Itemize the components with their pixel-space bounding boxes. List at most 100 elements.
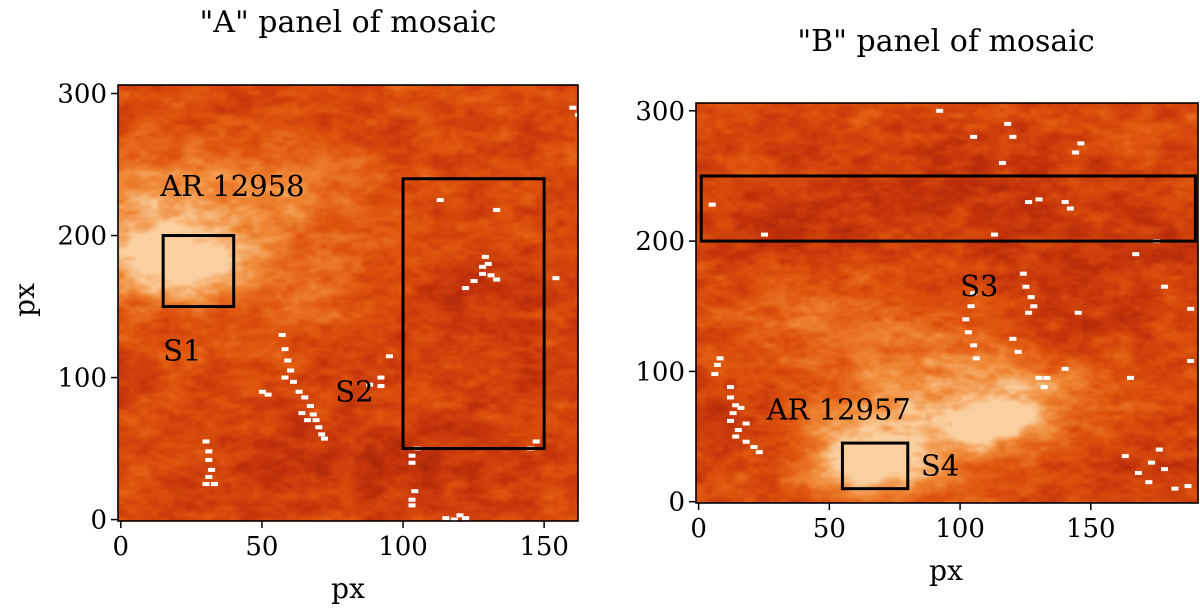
y-tick-label: 100 xyxy=(635,357,685,387)
saturated-pixel xyxy=(1027,295,1035,300)
saturated-pixel xyxy=(284,358,292,363)
saturated-pixel xyxy=(972,356,980,361)
region-box-s4 xyxy=(840,441,910,491)
saturated-pixel xyxy=(202,439,210,444)
saturated-pixel xyxy=(1004,121,1012,126)
plot-frame xyxy=(695,102,1199,504)
saturated-pixel xyxy=(408,453,416,458)
saturated-pixel xyxy=(1184,484,1192,489)
saturated-pixel xyxy=(1147,460,1155,465)
saturated-pixel xyxy=(737,405,745,410)
saturated-pixel xyxy=(1014,349,1022,354)
x-tick-label: 0 xyxy=(113,532,130,562)
saturated-pixel xyxy=(1040,385,1048,390)
panel-b-plot-area: S3 S4 AR 12957 0 50 100 150 0 100 200 300 xyxy=(635,97,1199,544)
saturated-pixel xyxy=(1022,284,1030,289)
saturated-pixel xyxy=(264,392,272,397)
saturated-pixel xyxy=(964,330,972,335)
saturated-pixel xyxy=(732,403,740,408)
saturated-pixel xyxy=(1035,197,1043,202)
saturated-pixel xyxy=(202,482,210,487)
x-tick-label: 50 xyxy=(245,532,278,562)
saturated-pixel xyxy=(936,108,944,113)
region-label-s4: S4 xyxy=(921,449,959,483)
saturated-pixel xyxy=(481,254,489,259)
saturated-pixel xyxy=(967,304,975,309)
saturated-pixel xyxy=(436,198,444,203)
saturated-pixel xyxy=(998,160,1006,165)
region-box-s1 xyxy=(161,234,236,309)
saturated-pixel xyxy=(312,418,320,423)
saturated-pixel xyxy=(295,389,303,394)
active-region-label: AR 12958 xyxy=(159,169,304,203)
saturated-pixel xyxy=(1009,336,1017,341)
saturated-pixel xyxy=(1043,375,1051,380)
region-box-s2 xyxy=(401,177,546,451)
panel-a-y-axis-label: px xyxy=(8,283,41,317)
saturated-pixel xyxy=(962,317,970,322)
y-tick-label: 100 xyxy=(57,364,107,394)
y-tick-label: 200 xyxy=(635,227,685,257)
saturated-pixel xyxy=(462,286,470,291)
saturated-pixel xyxy=(1019,271,1027,276)
panel-a-x-axis-label: px xyxy=(331,572,365,605)
saturated-pixel xyxy=(1161,284,1169,289)
panel-a-plot-area: S1 S2 AR 12958 0 50 100 150 0 100 200 300 xyxy=(57,80,579,562)
saturated-pixel xyxy=(493,207,501,212)
saturated-pixel xyxy=(408,460,416,465)
saturated-pixel xyxy=(462,516,470,521)
y-tick-label: 0 xyxy=(668,488,685,518)
saturated-pixel xyxy=(991,232,999,237)
saturated-pixel xyxy=(366,382,374,387)
saturated-pixel xyxy=(205,449,213,454)
saturated-pixel xyxy=(1061,200,1069,205)
saturated-pixel xyxy=(309,412,317,417)
saturated-pixel xyxy=(408,503,416,508)
saturated-pixel xyxy=(729,411,737,416)
saturated-pixel xyxy=(1134,471,1142,476)
saturated-pixel xyxy=(470,278,478,283)
saturated-pixel xyxy=(1072,150,1080,155)
saturated-pixel xyxy=(726,395,734,400)
saturated-pixel xyxy=(321,436,329,441)
saturated-pixel xyxy=(734,428,742,433)
plot-frame xyxy=(117,84,579,522)
saturated-pixel xyxy=(742,439,750,444)
saturated-pixel xyxy=(258,389,266,394)
saturated-pixel xyxy=(1187,358,1195,363)
saturated-pixel xyxy=(493,277,501,282)
saturated-pixel xyxy=(552,276,560,281)
y-tick-label: 300 xyxy=(57,80,107,110)
saturated-pixel xyxy=(732,434,740,439)
saturated-pixel xyxy=(298,411,306,416)
saturated-pixel xyxy=(304,418,312,423)
saturated-pixel xyxy=(306,403,314,408)
saturated-pixel xyxy=(487,273,495,278)
saturated-pixel xyxy=(532,439,540,444)
y-tick-label: 0 xyxy=(90,506,107,536)
saturated-pixel xyxy=(385,354,393,359)
x-tick-label: 100 xyxy=(378,532,428,562)
saturated-pixel xyxy=(281,347,289,352)
x-tick-label: 100 xyxy=(935,514,985,544)
saturated-pixel xyxy=(411,489,419,494)
saturated-pixel xyxy=(287,368,295,373)
panel-b-x-axis-label: px xyxy=(929,554,963,587)
saturated-pixel xyxy=(970,134,978,139)
saturated-pixel xyxy=(1074,310,1082,315)
saturated-pixel xyxy=(1061,366,1069,371)
saturated-pixel xyxy=(742,421,750,426)
saturated-pixel xyxy=(301,395,309,400)
saturated-pixel xyxy=(726,418,734,423)
saturated-pixel xyxy=(711,372,719,377)
saturated-pixel xyxy=(479,271,487,276)
saturated-pixel xyxy=(1035,375,1043,380)
saturated-pixel xyxy=(377,384,385,389)
saturated-pixel xyxy=(1030,304,1038,309)
saturated-pixel xyxy=(760,232,768,237)
saturated-pixel xyxy=(456,513,464,518)
panel-a: "A" panel of mosaic S1 S2 AR 12958 0 50 100 15… xyxy=(8,5,579,605)
saturated-pixel xyxy=(575,112,578,117)
saturated-pixel xyxy=(1025,310,1033,315)
region-box-s3 xyxy=(699,174,1197,243)
